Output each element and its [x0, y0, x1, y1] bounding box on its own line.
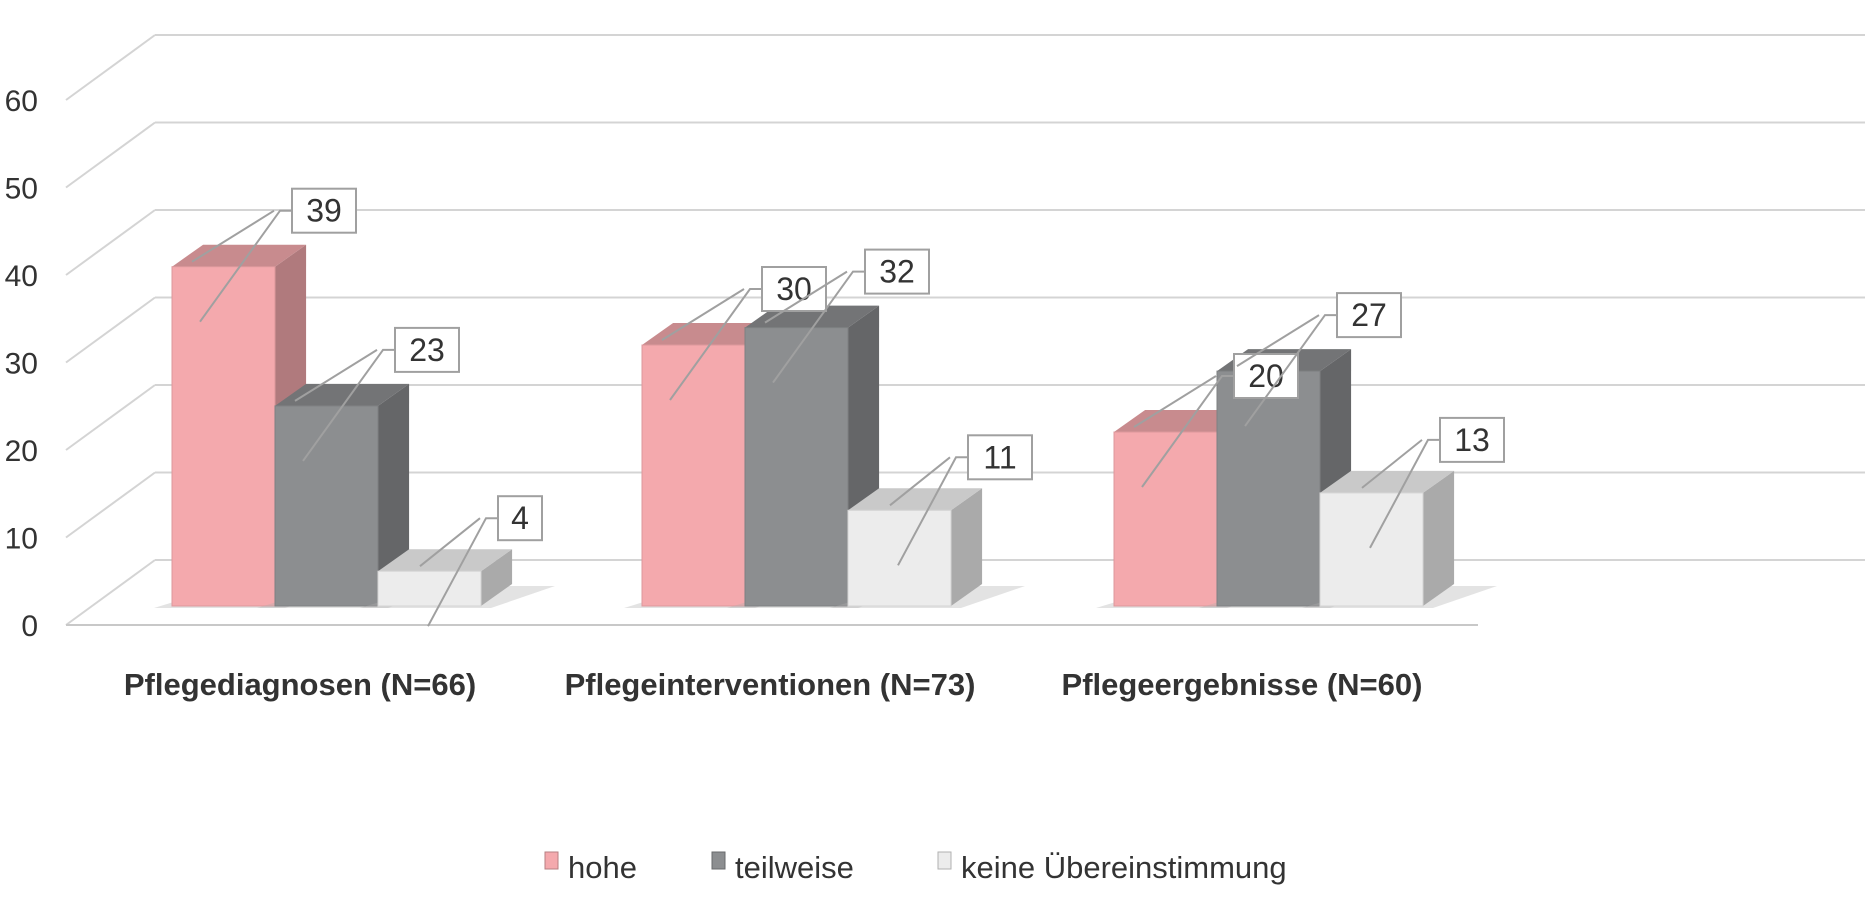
bar-side-keine-bereinstimmung — [951, 488, 983, 606]
legend-label: keine Übereinstimmung — [961, 850, 1287, 885]
leader-line — [1244, 314, 1337, 427]
category-label: Pflegeinterventionen (N=73) — [565, 667, 976, 702]
bar-top-teilweise — [275, 383, 410, 406]
bar-side-teilweise — [378, 383, 410, 606]
bar-side-keine-bereinstimmung — [1423, 470, 1455, 606]
legend-label: hohe — [568, 850, 637, 885]
data-label: 20 — [1248, 358, 1284, 394]
gridline-diagonal — [65, 471, 156, 539]
gridline-diagonal — [65, 384, 156, 451]
bar-side-keine-bereinstimmung — [481, 549, 513, 606]
leader-line — [199, 209, 292, 323]
legend-swatch-keine-bereinstimmung — [937, 851, 952, 870]
y-tick-label: 60 — [5, 85, 38, 118]
bar-teilweise — [274, 405, 379, 607]
bar-top-keine-bereinstimmung — [378, 549, 513, 572]
y-tick-label: 20 — [5, 435, 38, 468]
category-labels: Pflegediagnosen (N=66) Pflegeintervention… — [124, 667, 1423, 702]
leader-line — [294, 349, 378, 402]
category-label: Pflegeergebnisse (N=60) — [1062, 667, 1423, 702]
leader-line — [661, 288, 745, 341]
bar-teilweise — [744, 327, 849, 607]
y-tick-label: 10 — [5, 523, 38, 556]
data-label: 11 — [983, 439, 1016, 475]
gridline-diagonal — [65, 34, 156, 101]
bar-keine-bereinstimmung — [377, 570, 482, 607]
y-tick-label: 40 — [5, 260, 38, 293]
data-label-box — [967, 434, 1033, 481]
bar-teilweise — [1216, 370, 1321, 607]
data-label: 30 — [776, 271, 812, 307]
bar-top-hohe — [172, 244, 307, 267]
leader-line — [1141, 375, 1234, 488]
leader-line — [1361, 439, 1423, 489]
leader-line — [1133, 375, 1217, 428]
data-label: 39 — [306, 193, 342, 229]
data-label-box — [1336, 292, 1402, 339]
bar-top-keine-bereinstimmung — [848, 488, 983, 511]
legend-swatch-hohe — [544, 851, 559, 870]
y-tick-label: 50 — [5, 173, 38, 206]
bar-keine-bereinstimmung — [1319, 492, 1424, 607]
leader-line — [772, 270, 865, 384]
bar-top-hohe — [1114, 410, 1249, 432]
leader-line — [1369, 438, 1440, 549]
legend: hohe teilweise keine Übereinstimmung — [544, 850, 1287, 885]
data-label: 23 — [409, 332, 445, 368]
leader-line — [419, 517, 481, 567]
category-label: Pflegediagnosen (N=66) — [124, 667, 476, 702]
data-label: 13 — [1454, 422, 1490, 458]
leader-line — [669, 288, 762, 401]
data-label-box — [291, 187, 357, 234]
data-label: 27 — [1351, 297, 1387, 333]
bar-hohe — [641, 344, 746, 607]
leader-line — [302, 348, 395, 462]
gridline-diagonal — [65, 559, 156, 626]
leader-line — [764, 270, 848, 324]
data-label: 4 — [511, 500, 529, 536]
data-label-box — [394, 326, 460, 373]
gridline-diagonal — [65, 209, 156, 276]
leader-line — [1236, 314, 1320, 367]
bar-hohe — [1113, 431, 1218, 607]
gridline-diagonal — [65, 121, 156, 189]
y-tick-label: 0 — [21, 610, 38, 643]
data-label-box — [497, 495, 543, 542]
legend-label: teilweise — [735, 850, 854, 885]
data-label-box — [864, 248, 930, 295]
bar-top-hohe — [642, 323, 777, 345]
y-tick-label: 30 — [5, 348, 38, 381]
data-label: 32 — [879, 254, 915, 290]
data-labels: 39 23 4 30 32 11 20 27 13 — [191, 187, 1505, 627]
legend-swatch-teilweise — [711, 851, 726, 870]
bar-top-keine-bereinstimmung — [1320, 470, 1455, 493]
leader-line — [889, 456, 951, 507]
bar-keine-bereinstimmung — [847, 509, 952, 607]
leader-line — [427, 517, 498, 627]
leader-line — [897, 456, 968, 566]
gridline-diagonal — [65, 296, 156, 364]
y-axis-ticks: 0 10 20 30 40 50 60 — [5, 85, 38, 643]
bars — [154, 244, 1497, 608]
leader-line — [191, 209, 275, 263]
bar-hohe — [171, 266, 276, 607]
data-label-box — [1439, 416, 1505, 463]
